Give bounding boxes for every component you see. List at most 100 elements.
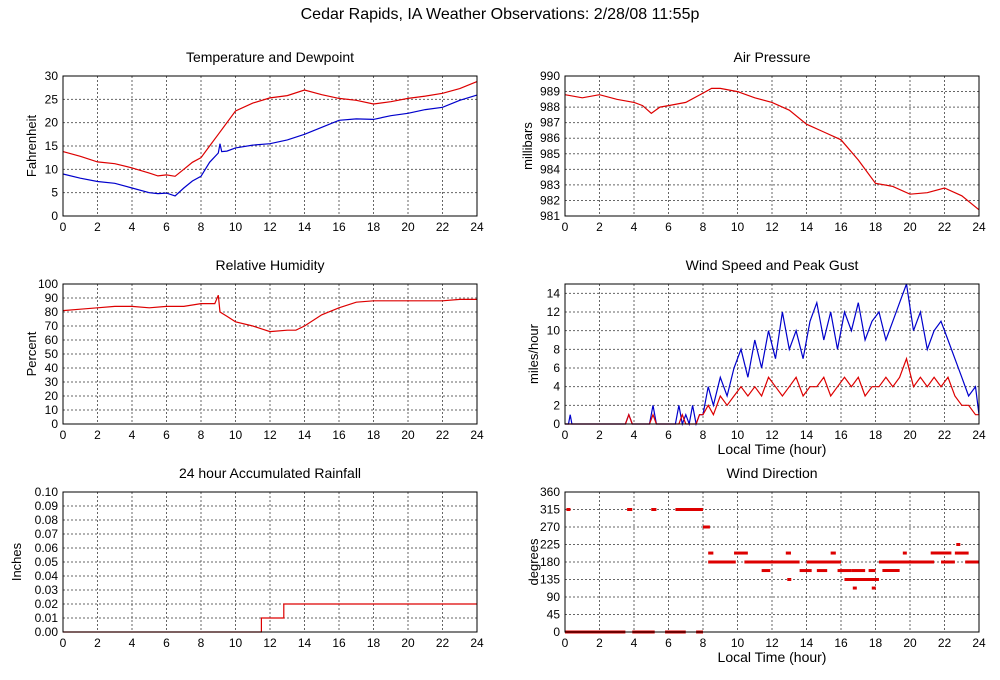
direction-xtick-label: 18 [869,636,883,650]
temp-xtick-label: 10 [229,220,243,234]
rain-ytick-label: 0.07 [35,527,59,541]
pressure-title: Air Pressure [733,49,810,65]
pressure-xtick-label: 4 [631,220,638,234]
rain-xtick-label: 14 [298,636,312,650]
wind-plot-frame [564,283,980,425]
rain-title: 24 hour Accumulated Rainfall [179,465,361,481]
wind-ytick-label: 12 [547,305,561,319]
direction-xtick-label: 4 [631,636,638,650]
humidity-plot-frame [62,283,478,425]
rain-xtick-label: 22 [436,636,450,650]
pressure-series-1-line [564,87,980,211]
wind-ytick-label: 14 [547,286,561,300]
direction-xtick-label: 22 [938,636,952,650]
temp-xtick-label: 8 [198,220,205,234]
humidity-xtick-label: 4 [129,428,136,442]
wind-xlabel: Local Time (hour) [718,441,827,457]
temp-xtick-label: 20 [401,220,415,234]
humidity-xtick-label: 12 [263,428,277,442]
humidity-ytick-label: 80 [45,305,59,319]
wind-ytick-label: 10 [547,324,561,338]
rain-plot-frame [62,491,478,633]
humidity-xtick-label: 8 [198,428,205,442]
pressure-xtick-label: 18 [869,220,883,234]
page-title: Cedar Rapids, IA Weather Observations: 2… [300,6,700,23]
direction-ytick-label: 270 [540,520,560,534]
direction-ytick-label: 180 [540,555,560,569]
temp-xtick-label: 6 [163,220,170,234]
pressure-ylabel: millibars [520,122,535,170]
wind-xtick-label: 4 [631,428,638,442]
humidity-ytick-label: 20 [45,389,59,403]
rain-ytick-label: 0.02 [35,597,59,611]
wind-ytick-label: 2 [553,398,560,412]
wind-xtick-label: 8 [700,428,707,442]
direction-ytick-label: 315 [540,503,560,517]
rain-ytick-label: 0.01 [35,611,59,625]
temp-xtick-label: 18 [367,220,381,234]
pressure-ytick-label: 981 [540,209,560,223]
wind-ytick-label: 0 [553,417,560,431]
humidity-ytick-label: 50 [45,347,59,361]
pressure-ytick-label: 985 [540,147,560,161]
direction-xtick-label: 16 [834,636,848,650]
humidity-xtick-label: 20 [401,428,415,442]
direction-xtick-label: 12 [765,636,779,650]
pressure-ytick-label: 984 [540,162,560,176]
rain-ytick-label: 0.00 [35,625,59,639]
rain-ytick-label: 0.03 [35,583,59,597]
wind-xtick-label: 18 [869,428,883,442]
pressure-xtick-label: 16 [834,220,848,234]
wind-xtick-label: 12 [765,428,779,442]
rain-ytick-label: 0.04 [35,569,59,583]
direction-direction-point [566,508,571,511]
pressure-ytick-label: 988 [540,100,560,114]
humidity-ytick-label: 10 [45,403,59,417]
rain-xtick-label: 18 [367,636,381,650]
temp-plot-frame [62,75,478,217]
rain-ytick-label: 0.09 [35,499,59,513]
direction-xtick-label: 0 [562,636,569,650]
rain-ytick-label: 0.05 [35,555,59,569]
humidity-xtick-label: 14 [298,428,312,442]
temp-xtick-label: 14 [298,220,312,234]
direction-xtick-label: 20 [903,636,917,650]
humidity-xtick-label: 24 [470,428,484,442]
temp-ytick-label: 0 [51,209,58,223]
direction-xtick-label: 6 [665,636,672,650]
direction-direction-point [852,586,857,590]
humidity-title: Relative Humidity [216,257,325,273]
temp-xtick-label: 0 [60,220,67,234]
wind-chart: Wind Speed and Peak Gust 0 2 4 6 8 10 12 14 16 18 2… [526,257,986,457]
rain-xtick-label: 24 [470,636,484,650]
wind-xtick-label: 10 [731,428,745,442]
pressure-xtick-label: 10 [731,220,745,234]
direction-xtick-label: 14 [800,636,814,650]
pressure-ytick-label: 982 [540,193,560,207]
wind-ytick-label: 8 [553,342,560,356]
pressure-xtick-label: 20 [903,220,917,234]
wind-xtick-label: 14 [800,428,814,442]
direction-ytick-label: 45 [547,608,561,622]
humidity-ytick-label: 0 [51,417,58,431]
humidity-ytick-label: 70 [45,319,59,333]
direction-direction-point [871,586,876,590]
rain-xtick-label: 6 [163,636,170,650]
humidity-ytick-label: 40 [45,361,59,375]
wind-xtick-label: 6 [665,428,672,442]
wind-title: Wind Speed and Peak Gust [686,257,859,273]
direction-xtick-label: 8 [700,636,707,650]
wind-xtick-label: 22 [938,428,952,442]
temp-xtick-label: 12 [263,220,277,234]
temp-xtick-label: 16 [332,220,346,234]
temp-title: Temperature and Dewpoint [186,49,354,65]
pressure-xtick-label: 2 [596,220,603,234]
temp-ytick-label: 20 [45,116,59,130]
wind-xtick-label: 16 [834,428,848,442]
direction-title: Wind Direction [726,465,817,481]
direction-xtick-label: 2 [596,636,603,650]
direction-direction-point [787,578,792,581]
